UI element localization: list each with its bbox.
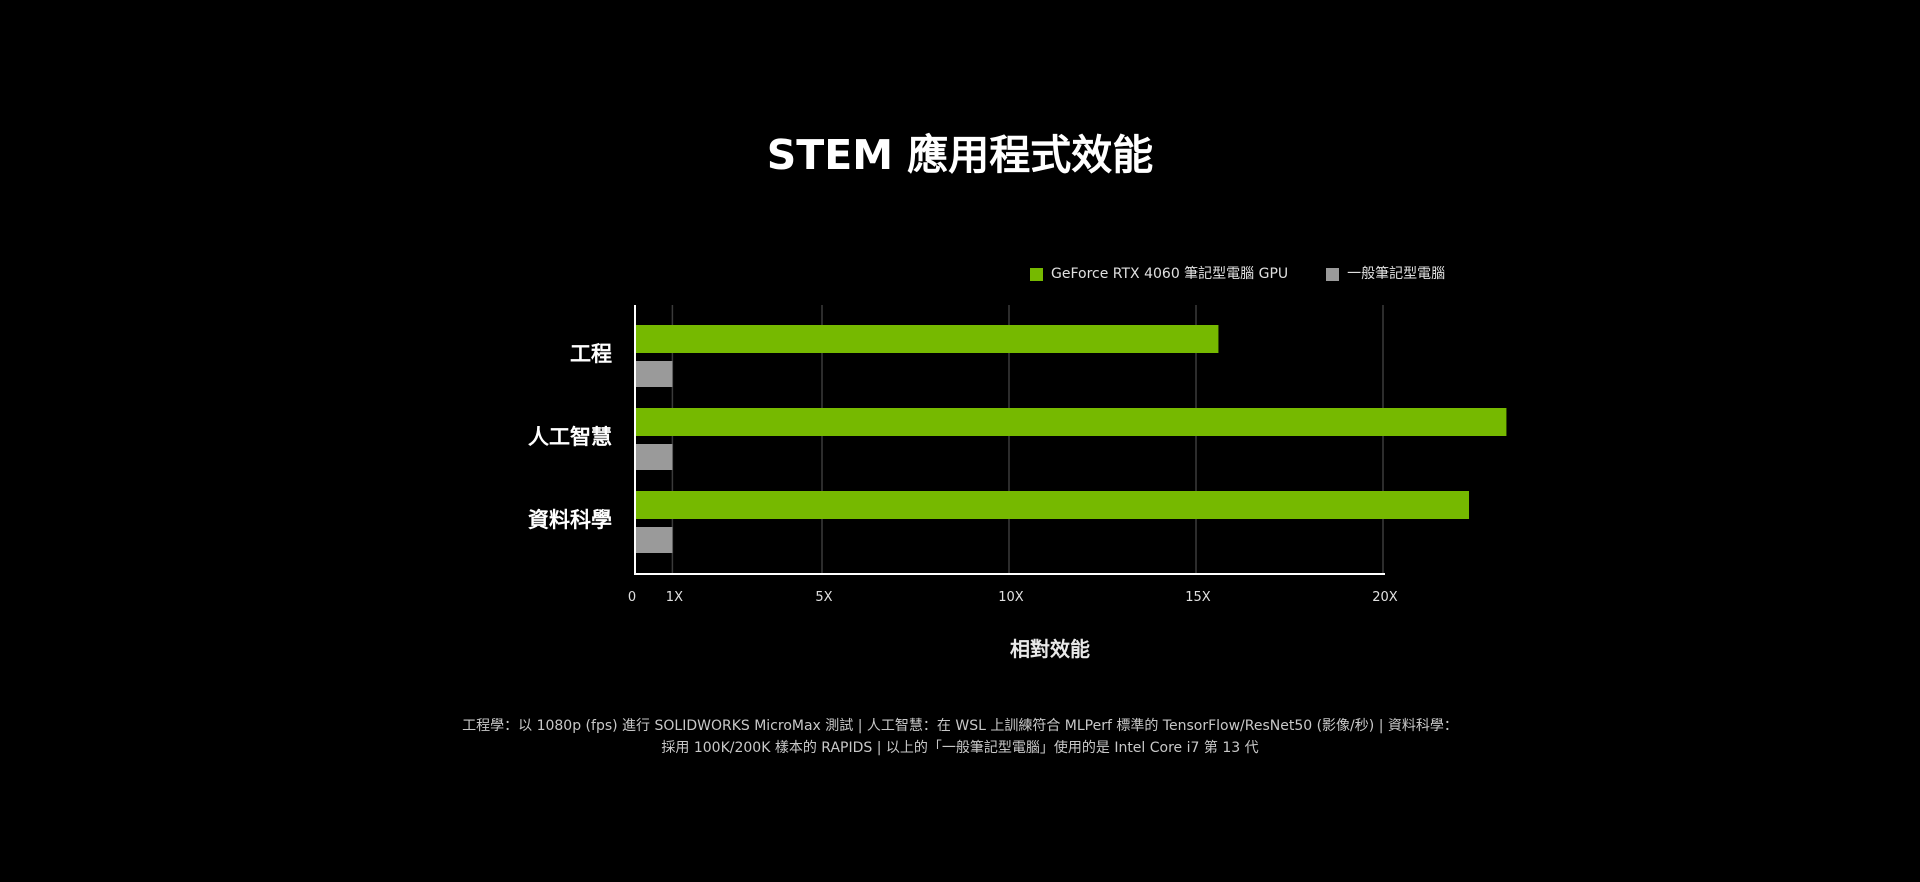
legend-label-typical: 一般筆記型電腦 xyxy=(1347,266,1446,282)
bar-rtx-1 xyxy=(635,408,1507,436)
bar-typical-0 xyxy=(635,361,673,387)
legend: GeForce RTX 4060 筆記型電腦 GPU 一般筆記型電腦 xyxy=(1030,264,1483,284)
x-tick-label-20X: 20X xyxy=(1372,590,1398,605)
x-tick-label-15X: 15X xyxy=(1185,590,1211,605)
x-tick-label-1X: 1X xyxy=(666,590,683,605)
bar-typical-2 xyxy=(635,527,673,553)
x-tick-label-0: 0 xyxy=(628,590,636,605)
x-tick-label-5X: 5X xyxy=(815,590,832,605)
legend-swatch-rtx xyxy=(1030,267,1043,281)
bar-rtx-2 xyxy=(635,491,1470,519)
footnote-line-2: 採用 100K/200K 樣本的 RAPIDS | 以上的「一般筆記型電腦」使用… xyxy=(661,740,1259,756)
x-tick-label-10X: 10X xyxy=(998,590,1024,605)
category-label-1: 人工智慧 xyxy=(528,425,612,449)
bar-rtx-0 xyxy=(635,325,1219,353)
legend-swatch-typical xyxy=(1326,267,1340,281)
footnote-line-1: 工程學：以 1080p (fps) 進行 SOLIDWORKS MicroMax… xyxy=(462,718,1458,734)
legend-label-rtx: GeForce RTX 4060 筆記型電腦 GPU xyxy=(1051,266,1289,282)
legend-item-rtx: GeForce RTX 4060 筆記型電腦 GPU xyxy=(1030,264,1288,284)
x-axis-label: 相對效能 xyxy=(1010,637,1090,661)
legend-item-typical: 一般筆記型電腦 xyxy=(1326,264,1445,284)
chart-title: STEM 應用程式效能 xyxy=(766,131,1154,179)
category-label-2: 資料科學 xyxy=(528,508,612,532)
category-label-0: 工程 xyxy=(570,342,612,366)
bar-typical-1 xyxy=(635,444,673,470)
